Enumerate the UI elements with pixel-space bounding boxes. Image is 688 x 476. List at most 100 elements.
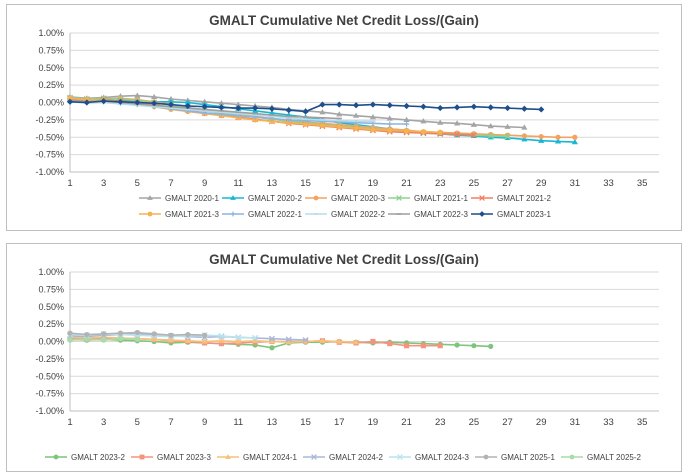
chart-2-legend-item: GMALT 2025-1 bbox=[475, 453, 556, 462]
chart-2-xtick-label: 25 bbox=[469, 417, 480, 428]
chart-1-data-point bbox=[521, 136, 528, 142]
chart-1-data-point bbox=[269, 115, 275, 118]
chart-2-legend-item: GMALT 2024-1 bbox=[217, 453, 298, 462]
chart-1-xtick-label: 19 bbox=[368, 178, 379, 189]
chart-1-data-point bbox=[336, 119, 342, 122]
chart-1-legend-marker bbox=[396, 195, 402, 201]
chart-1-ytick-label: 0.50% bbox=[38, 63, 64, 73]
chart-1-xtick-label: 31 bbox=[570, 178, 581, 189]
chart-1-data-point bbox=[319, 116, 326, 119]
chart-2-data-point bbox=[370, 338, 376, 345]
chart-2-data-point bbox=[454, 342, 460, 348]
chart-1-data-point bbox=[554, 138, 562, 144]
chart-1-data-point bbox=[453, 131, 461, 138]
chart-1-data-point bbox=[487, 123, 494, 129]
chart-panel-2: GMALT Cumulative Net Credit Loss/(Gain) … bbox=[6, 243, 682, 472]
chart-1-data-point bbox=[151, 100, 158, 107]
chart-1-data-point bbox=[268, 105, 276, 112]
chart-1-data-point bbox=[252, 117, 258, 123]
chart-2-title: GMALT Cumulative Net Credit Loss/(Gain) bbox=[209, 252, 479, 267]
chart-1-data-point bbox=[470, 103, 477, 110]
chart-2-data-point bbox=[168, 332, 174, 338]
chart-1-data-point bbox=[235, 111, 241, 114]
chart-2-data-point bbox=[84, 331, 90, 338]
chart-2-data-point bbox=[185, 331, 191, 338]
chart-1-data-point bbox=[571, 139, 578, 145]
chart-1-data-point bbox=[572, 134, 578, 140]
chart-2-xtick-label: 17 bbox=[334, 417, 345, 428]
chart-1-data-point bbox=[201, 98, 208, 104]
chart-1-xtick-label: 25 bbox=[469, 178, 480, 189]
chart-2-legend-marker bbox=[483, 454, 489, 460]
chart-2-data-point bbox=[268, 338, 276, 344]
chart-1-ytick-label: -1.00% bbox=[35, 167, 64, 177]
chart-2-xtick-label: 5 bbox=[135, 417, 140, 428]
chart-2-series-6 bbox=[67, 336, 140, 343]
chart-1-data-point bbox=[184, 99, 191, 105]
chart-2-data-point bbox=[336, 338, 343, 344]
chart-1-data-point bbox=[336, 117, 342, 120]
chart-1-legend-label: GMALT 2022-3 bbox=[414, 210, 469, 219]
chart-2-data-point bbox=[184, 337, 191, 343]
chart-1-data-point bbox=[453, 104, 461, 111]
chart-2-data-point bbox=[218, 340, 225, 347]
chart-1-legend-item: GMALT 2020-1 bbox=[139, 194, 220, 203]
chart-1-ytick-label: 0.75% bbox=[38, 45, 64, 55]
chart-1-ytick-label: 0.00% bbox=[38, 98, 64, 108]
chart-1-legend-marker bbox=[147, 195, 153, 200]
chart-2-series-5 bbox=[67, 329, 208, 338]
chart-1-legend-item: GMALT 2021-3 bbox=[139, 210, 220, 219]
chart-1-data-point bbox=[403, 121, 410, 127]
chart-2-data-point bbox=[167, 337, 175, 343]
chart-1-data-point bbox=[369, 113, 377, 120]
chart-panel-1: GMALT Cumulative Net Credit Loss/(Gain) … bbox=[6, 4, 682, 231]
chart-1-data-point bbox=[420, 103, 427, 110]
chart-2-data-point bbox=[285, 339, 292, 345]
chart-1-data-point bbox=[353, 125, 359, 131]
chart-1-legend-item: GMALT 2023-1 bbox=[471, 210, 552, 219]
chart-2-data-point bbox=[252, 337, 259, 343]
chart-2-data-point bbox=[235, 334, 242, 341]
chart-2-xtick-label: 27 bbox=[502, 417, 513, 428]
chart-1-data-point bbox=[201, 103, 208, 110]
chart-1-data-point bbox=[235, 112, 241, 115]
chart-1-data-point bbox=[319, 122, 326, 129]
chart-1-data-point bbox=[538, 133, 544, 140]
chart-2-data-point bbox=[134, 329, 140, 336]
chart-2-xtick-label: 3 bbox=[101, 417, 106, 428]
chart-2-data-point bbox=[218, 332, 225, 339]
chart-1-legend-label: GMALT 2020-1 bbox=[165, 194, 220, 203]
chart-2-xtick-label: 15 bbox=[300, 417, 311, 428]
chart-2-legend-marker bbox=[225, 454, 231, 459]
chart-2-legend-label: GMALT 2025-2 bbox=[587, 453, 642, 462]
chart-2-legend-marker bbox=[569, 454, 575, 460]
chart-2-ytick-label: -0.50% bbox=[35, 371, 64, 381]
chart-2-xtick-label: 9 bbox=[202, 417, 207, 428]
chart-1-legend-label: GMALT 2021-2 bbox=[497, 194, 552, 203]
chart-2-data-point bbox=[101, 331, 107, 337]
chart-1-ytick-label: -0.75% bbox=[35, 150, 64, 160]
chart-2-data-point bbox=[387, 340, 393, 347]
chart-1-data-point bbox=[185, 108, 191, 111]
chart-1-data-point bbox=[353, 120, 359, 123]
chart-1-data-point bbox=[538, 106, 545, 113]
chart-1-data-point bbox=[437, 129, 443, 135]
chart-2-data-point bbox=[437, 343, 443, 349]
chart-1-xtick-label: 23 bbox=[435, 178, 446, 189]
chart-1-xtick-label: 17 bbox=[334, 178, 345, 189]
chart-1-data-point bbox=[269, 114, 275, 116]
chart-1-data-point bbox=[151, 105, 157, 108]
chart-2-xtick-label: 7 bbox=[168, 417, 173, 428]
chart-1-data-point bbox=[319, 101, 326, 108]
chart-2-data-point bbox=[151, 331, 157, 337]
chart-2-ytick-label: 0.75% bbox=[38, 284, 64, 294]
chart-1-data-point bbox=[302, 108, 309, 115]
chart-2-data-point bbox=[67, 330, 73, 336]
chart-1-title: GMALT Cumulative Net Credit Loss/(Gain) bbox=[209, 13, 479, 28]
chart-1-legend-item: GMALT 2020-3 bbox=[305, 194, 386, 203]
chart-2-data-point bbox=[117, 336, 124, 342]
chart-1-data-point bbox=[470, 132, 477, 139]
chart-2-data-point bbox=[151, 336, 158, 342]
chart-1-legend-marker bbox=[396, 213, 402, 215]
chart-1-data-point bbox=[66, 98, 74, 105]
